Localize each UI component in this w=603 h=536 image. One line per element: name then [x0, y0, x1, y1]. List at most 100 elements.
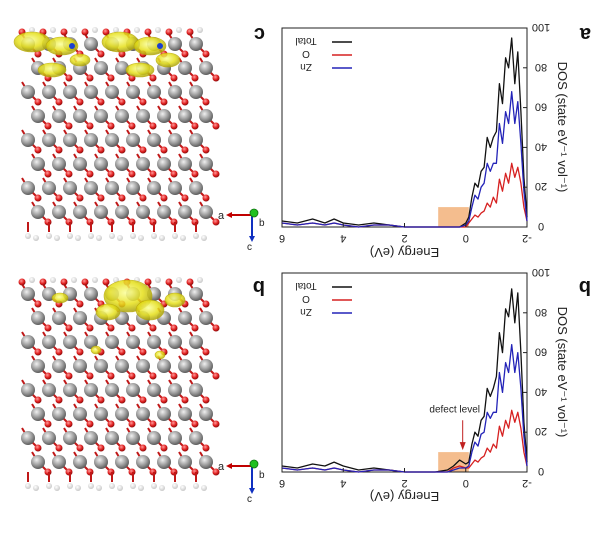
oxygen-atom — [76, 146, 84, 154]
zinc-atom — [189, 383, 203, 397]
zinc-atom — [147, 383, 161, 397]
axis-b-label-bottom: b — [259, 470, 265, 481]
hydrogen-atom — [180, 235, 186, 241]
hydrogen-atom — [176, 277, 182, 283]
charge-density-isosurface — [69, 53, 91, 67]
oxygen-atom — [128, 170, 136, 178]
zinc-atom — [168, 383, 182, 397]
zinc-atom — [105, 133, 119, 147]
zinc-atom — [178, 407, 192, 421]
oxygen-atom — [60, 278, 68, 286]
oxygen-atom — [107, 372, 115, 380]
oxygen-atom — [128, 122, 136, 130]
zinc-atom — [105, 85, 119, 99]
oxygen-atom — [86, 420, 94, 428]
series-line-o — [281, 162, 528, 228]
oxygen-atom — [34, 396, 42, 404]
hydrogen-atom — [25, 233, 31, 239]
hydrogen-atom — [67, 483, 73, 489]
oxygen-atom — [97, 444, 105, 452]
zinc-atom — [199, 157, 213, 171]
oxygen-atom — [149, 372, 157, 380]
zinc-atom — [42, 181, 56, 195]
series-line-zn — [281, 91, 528, 228]
oxygen-atom — [81, 28, 89, 36]
zinc-atom — [94, 205, 108, 219]
oxygen-atom — [118, 348, 126, 356]
zinc-atom — [157, 157, 171, 171]
oxygen-atom — [55, 444, 63, 452]
x-tick-label: 2 — [401, 232, 407, 244]
oxygen-atom — [55, 194, 63, 202]
oxygen-atom — [118, 98, 126, 106]
legend-label-o: O — [302, 293, 310, 304]
hydrogen-atom — [50, 277, 56, 283]
zinc-atom — [189, 85, 203, 99]
axis-c-label-bottom: c — [247, 494, 252, 505]
series-line-total — [281, 288, 528, 473]
oxygen-atom — [55, 98, 63, 106]
hydrogen-atom — [96, 235, 102, 241]
series-line-o — [281, 409, 528, 473]
zinc-atom — [115, 407, 129, 421]
y-tick-label: 20 — [535, 425, 547, 437]
zinc-atom — [42, 85, 56, 99]
axis-a-label-bottom: a — [218, 461, 225, 473]
oxygen-atom — [212, 420, 220, 428]
oxygen-atom — [212, 218, 220, 226]
oxygen-atom — [170, 372, 178, 380]
zinc-atom — [63, 85, 77, 99]
charge-density-isosurface — [95, 303, 121, 321]
oxygen-atom — [160, 396, 168, 404]
shaded-region — [438, 452, 469, 472]
oxygen-atom — [65, 74, 73, 82]
oxygen-atom — [81, 278, 89, 286]
oxygen-atom — [139, 194, 147, 202]
zinc-atom — [115, 205, 129, 219]
zinc-atom — [115, 455, 129, 469]
zinc-atom — [84, 37, 98, 51]
charge-density-isosurface — [37, 62, 67, 78]
y-tick-label: 40 — [535, 140, 547, 152]
dopant-atom — [69, 43, 75, 49]
oxygen-atom — [202, 98, 210, 106]
oxygen-atom — [65, 372, 73, 380]
axis-b-label-top: b — [259, 218, 265, 229]
oxygen-atom — [86, 324, 94, 332]
oxygen-atom — [144, 28, 152, 36]
zinc-atom — [73, 311, 87, 325]
zinc-atom — [73, 205, 87, 219]
zinc-atom — [42, 383, 56, 397]
y-tick-label: 20 — [535, 180, 547, 192]
hydrogen-atom — [113, 27, 119, 33]
oxygen-atom — [170, 420, 178, 428]
oxygen-atom — [76, 444, 84, 452]
oxygen-atom — [181, 444, 189, 452]
zinc-atom — [21, 431, 35, 445]
oxygen-atom — [76, 396, 84, 404]
zinc-atom — [199, 205, 213, 219]
zinc-atom — [178, 311, 192, 325]
oxygen-atom — [191, 170, 199, 178]
hydrogen-atom — [130, 233, 136, 239]
oxygen-atom — [149, 122, 157, 130]
zinc-atom — [115, 61, 129, 75]
panel-letter-b-chart: b — [579, 276, 591, 298]
shaded-region — [438, 207, 469, 227]
charge-density-isosurface — [51, 292, 69, 304]
oxygen-atom — [202, 146, 210, 154]
y-tick-label: 80 — [535, 61, 547, 73]
hydrogen-atom — [130, 483, 136, 489]
zinc-atom — [126, 181, 140, 195]
hydrogen-atom — [92, 277, 98, 283]
axis-triad-top: a b c — [218, 208, 265, 253]
oxygen-atom — [44, 372, 52, 380]
oxygen-atom — [65, 420, 73, 428]
dopant-atom — [157, 43, 163, 49]
zinc-atom — [136, 359, 150, 373]
zinc-atom — [199, 455, 213, 469]
hydrogen-atom — [54, 235, 60, 241]
zinc-atom — [136, 455, 150, 469]
